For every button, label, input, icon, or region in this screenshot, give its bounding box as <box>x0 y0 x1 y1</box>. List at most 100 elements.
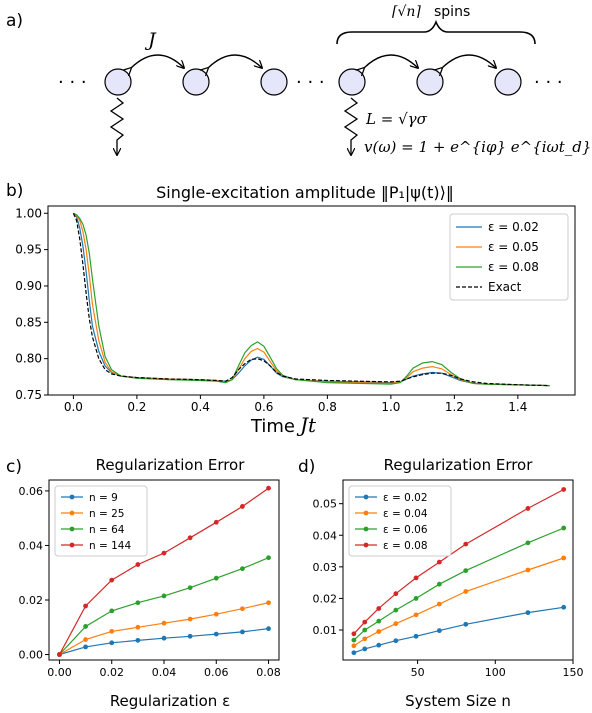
coupling-arrow-3 <box>364 54 418 68</box>
chart-d-legend-marker <box>363 526 369 532</box>
chart-c-point <box>161 635 167 641</box>
chart-c-ytick-label: 0.06 <box>19 485 44 498</box>
chart-d-ytick-label: 0.03 <box>313 561 338 574</box>
chart-c-point <box>83 603 88 609</box>
chart-d-point <box>351 650 357 656</box>
chart-c-legend-marker <box>69 494 75 500</box>
emission-wave-left <box>109 97 125 155</box>
chart-b-series-line-2 <box>73 212 550 387</box>
chart-d-point <box>413 633 419 639</box>
chart-b-xtick-label: 0.0 <box>64 400 83 414</box>
panel-c: c) Regularization Error 0.00 0.02 0.04 0.06… <box>6 456 281 710</box>
ellipsis-mid: · · · <box>296 72 325 93</box>
spin-node-2 <box>182 68 210 96</box>
chart-d-ytick-label: 0.04 <box>313 529 338 542</box>
panel-b-label: b) <box>6 181 23 201</box>
chart-b-ytick-label: 0.75 <box>15 388 42 402</box>
chart-c-point <box>161 593 167 599</box>
panel-a-label: a) <box>6 11 23 31</box>
chart-d-point <box>436 559 442 565</box>
chart-c-point <box>240 629 245 635</box>
ellipsis-right: · · · <box>534 72 563 93</box>
chart-c-point <box>187 633 193 639</box>
chart-c-ytick-label: 0.04 <box>19 539 44 552</box>
chart-d-point <box>376 606 382 611</box>
chart-d-point <box>525 610 531 616</box>
chart-d-title: Regularization Error <box>384 456 534 474</box>
chart-b: 0.0 0.2 0.4 0.6 0.8 1.0 1.2 1.4 0.75 0.80 0.85 0.90… <box>15 205 576 414</box>
chart-d-point <box>413 596 419 601</box>
chart-d-point <box>525 506 531 511</box>
chart-c-series-line-0 <box>59 628 269 656</box>
chart-d-point <box>376 642 382 648</box>
chart-c-legend <box>54 485 148 557</box>
spins-brace <box>336 19 536 45</box>
coupling-arrow-4 <box>442 54 496 68</box>
panel-d: d) Regularization Error 50 100 150 0.01 0.02… <box>298 456 584 710</box>
chart-b-xlabel-math: Jt <box>296 413 317 437</box>
chart-d-ytick-label: 0.05 <box>313 498 338 511</box>
chart-b-series-line-1 <box>73 212 550 387</box>
chart-d-point <box>351 637 357 643</box>
chart-c-point <box>57 652 62 657</box>
chart-d-point <box>525 540 531 546</box>
chart-d-point <box>376 618 382 624</box>
chart-d-legend <box>348 485 452 557</box>
coupling-label: J <box>144 29 157 51</box>
chart-b-frame <box>47 205 576 396</box>
chart-c-point <box>109 628 115 634</box>
chart-d-point <box>436 581 442 587</box>
chart-c-point <box>213 631 219 637</box>
spin-node-5 <box>416 68 444 96</box>
panel-a: a) · · · · · · · · · J ⌈√n⌉ spins L = √γ… <box>6 4 591 156</box>
ellipsis-left: · · · <box>58 72 87 93</box>
chart-c-point <box>213 519 219 525</box>
chart-c-legend-label: n = 144 <box>89 540 131 552</box>
chart-c-point <box>266 626 271 632</box>
chart-d-xlabel: System Size n <box>405 692 511 710</box>
chart-c-point <box>240 606 245 612</box>
chart-b-xtick-label: 1.2 <box>445 400 464 414</box>
chart-c-series-line-1 <box>59 602 269 656</box>
chart-c-point <box>135 600 141 606</box>
chart-b-ytick-label: 0.90 <box>15 279 42 293</box>
chart-c-point <box>187 535 193 541</box>
chart-c-point <box>135 624 141 630</box>
chart-c-xtick-label: 0.04 <box>152 666 177 679</box>
chart-c-xlabel: Regularization ε <box>110 692 230 710</box>
chart-d-point <box>525 567 531 573</box>
chart-d-point <box>413 612 419 618</box>
brace-math-label: ⌈√n⌉ <box>392 4 421 20</box>
chart-b-xtick-label: 0.2 <box>127 400 146 414</box>
chart-c-point <box>83 624 88 629</box>
chart-c-point <box>266 485 271 491</box>
spin-node-4 <box>338 68 366 96</box>
chart-c-point <box>187 585 193 591</box>
chart-d-point <box>413 575 419 581</box>
chart-d-point <box>463 621 469 627</box>
chart-c-xtick-label: 0.08 <box>256 666 281 679</box>
chart-b-legend-label: ε = 0.08 <box>488 260 539 274</box>
chart-d-legend-label: ε = 0.06 <box>383 524 428 536</box>
brace-text-label: spins <box>434 4 470 20</box>
chart-d-point <box>351 643 357 649</box>
chart-d-xtick-label: 50 <box>411 666 425 679</box>
coupling-arrow-2 <box>208 54 262 68</box>
jump-operator-label: L = √γσ <box>365 110 428 128</box>
chart-d-point <box>561 525 567 531</box>
chart-c-ytick-label: 0.02 <box>19 594 44 607</box>
chart-d-point <box>436 628 442 634</box>
chart-c-point <box>240 566 245 572</box>
spin-node-3 <box>260 68 288 96</box>
chart-d-legend-label: ε = 0.08 <box>383 540 428 552</box>
chart-d-point <box>561 555 567 561</box>
chart-d-ytick-label: 0.01 <box>313 624 338 637</box>
chart-d-point <box>393 638 399 644</box>
chart-c-point <box>135 562 141 567</box>
chart-d-series-line-1 <box>353 557 564 647</box>
chart-d-point <box>561 604 567 610</box>
chart-c-point <box>187 616 193 622</box>
chart-c-point <box>213 611 219 617</box>
filter-label: v(ω) = 1 + e^{iφ} e^{iωt_d} <box>364 138 591 156</box>
